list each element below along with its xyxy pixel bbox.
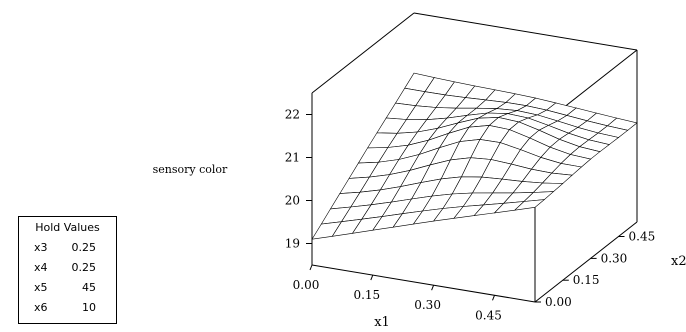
box-edge <box>311 12 415 94</box>
hold-row-x3: x3 0.25 <box>19 241 118 258</box>
box-edge <box>534 221 638 303</box>
hold-value: 0.25 <box>71 241 97 254</box>
hold-name: x4 <box>34 261 48 274</box>
hold-values-title: Hold Values <box>35 221 100 234</box>
x-axis-label: x1 <box>374 315 390 327</box>
y-tick-label: 0.15 <box>573 273 600 287</box>
x-tick-mark <box>309 264 313 271</box>
z-tick-label: 22 <box>285 108 300 122</box>
box-edge <box>413 12 638 51</box>
y-tick-label: 0.00 <box>545 295 572 309</box>
z-tick-label: 19 <box>285 237 300 251</box>
x-tick-label: 0.30 <box>414 298 441 312</box>
plot-box <box>311 12 638 303</box>
hold-row-x6: x6 10 <box>19 301 118 318</box>
x-tick-label: 0.00 <box>293 278 320 292</box>
hold-name: x3 <box>34 241 48 254</box>
y-axis-label: x2 <box>671 254 686 269</box>
y-tick-label: 0.30 <box>601 251 628 265</box>
x-tick-mark <box>370 274 374 281</box>
x-tick-mark <box>492 295 495 301</box>
z-axis-label: sensory color <box>153 163 228 176</box>
hold-value: 45 <box>82 281 96 294</box>
box-edge <box>311 264 536 303</box>
surface-cell <box>513 199 546 211</box>
hold-row-x4: x4 0.25 <box>19 261 118 278</box>
hold-value: 10 <box>82 301 96 314</box>
x-tick-label: 0.45 <box>475 308 502 322</box>
surface-mesh <box>311 72 638 240</box>
x-tick-mark <box>431 285 435 291</box>
x-tick-label: 0.15 <box>353 288 380 302</box>
z-tick-label: 21 <box>285 151 300 165</box>
hold-name: x6 <box>34 301 48 314</box>
y-tick-label: 0.45 <box>629 230 656 244</box>
z-tick-label: 20 <box>285 194 300 208</box>
hold-row-x5: x5 45 <box>19 281 118 298</box>
hold-value: 0.25 <box>71 261 97 274</box>
hold-name: x5 <box>34 281 48 294</box>
hold-values-box: Hold Values x3 0.25 x4 0.25 x5 45 x6 10 <box>18 216 117 324</box>
